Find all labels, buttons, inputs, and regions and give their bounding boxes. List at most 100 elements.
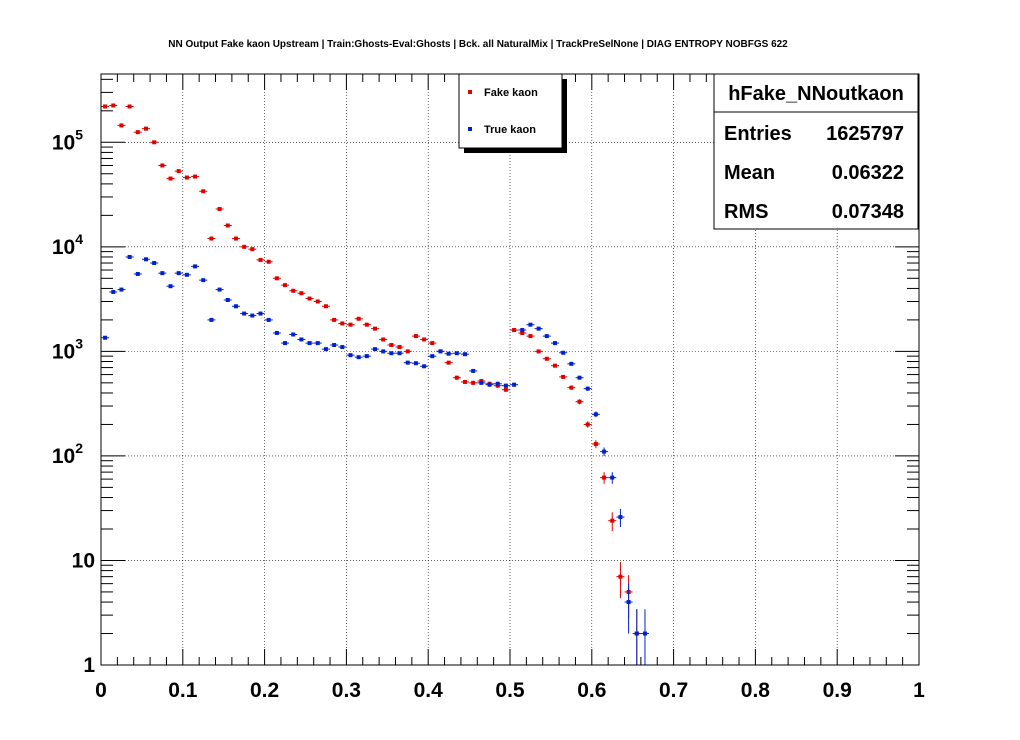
point-marker [561,350,566,355]
point-marker [364,354,369,359]
point-marker [283,341,288,346]
point-marker [103,335,108,340]
y-tick-label: 1 [83,654,95,677]
point-marker [291,288,296,293]
point-marker [471,380,476,385]
data-point [542,334,551,339]
point-marker [315,299,320,304]
data-point [264,317,273,322]
stats-rms-value: 0.07348 [832,201,904,223]
point-marker [193,264,198,269]
stats-entries-value: 1625797 [826,123,904,145]
data-point [305,341,314,346]
point-marker [209,236,214,241]
data-point [289,288,298,293]
point-marker [373,326,378,331]
point-marker [250,247,255,252]
y-tick-label: 105 [52,126,83,154]
y-tick-label: 102 [52,440,83,468]
data-point [411,361,420,366]
point-marker [430,341,435,346]
legend: Fake kaon True kaon [458,73,567,153]
data-point [640,609,649,665]
data-point [444,351,453,356]
data-point [403,360,412,365]
data-point [281,283,290,288]
point-marker [413,334,418,339]
point-marker [577,375,582,380]
data-point [256,257,265,262]
data-point [330,343,339,348]
data-point [362,354,371,359]
data-point [428,341,437,346]
point-marker [233,236,238,241]
point-marker [356,316,361,321]
point-marker [348,353,353,358]
data-point [109,103,118,108]
data-point [608,512,617,532]
data-point [199,189,208,194]
point-marker [266,259,271,264]
point-marker [569,385,574,390]
data-point [182,175,191,180]
data-point [591,440,600,449]
data-point [313,299,322,304]
point-marker [381,349,386,354]
point-marker [463,352,468,357]
point-marker [225,298,230,303]
data-point [101,335,110,340]
data-point [608,472,617,484]
point-marker [569,361,574,366]
data-point [379,337,388,342]
stats-mean-value: 0.06322 [832,162,904,184]
point-marker [642,631,647,636]
x-tick-label: 0.8 [741,679,771,702]
data-point [281,341,290,346]
point-marker [127,104,132,109]
point-marker [593,442,598,447]
data-point [485,382,494,387]
data-point [518,328,527,333]
point-marker [258,311,263,316]
y-tick-labels: 1 10 102 103 104 105 [52,126,95,677]
point-marker [119,287,124,292]
data-point [567,361,576,366]
stats-rms-label: RMS [724,201,768,223]
data-point [436,349,445,354]
point-marker [585,386,590,391]
data-point [395,351,404,356]
point-marker [193,174,198,179]
data-point [272,276,281,281]
data-point [141,257,150,262]
x-tick-label: 0.9 [823,679,852,702]
point-marker [422,337,427,342]
point-marker [274,330,279,335]
data-point [215,207,224,212]
data-point [510,328,519,333]
stats-entries-label: Entries [724,123,792,145]
x-tick-label: 0.4 [414,679,444,702]
data-point [461,352,470,357]
point-marker [274,276,279,281]
data-point [542,356,551,361]
data-point [207,236,216,241]
point-marker [430,354,435,359]
data-point [493,381,502,386]
data-point [133,130,142,135]
data-point [371,347,380,352]
legend-marker-true-kaon [468,127,472,131]
data-point [624,583,633,634]
legend-label-fake-kaon: Fake kaon [484,87,538,99]
data-point [354,355,363,360]
data-point [174,169,183,174]
point-marker [577,399,582,404]
point-marker [618,574,623,579]
data-point [526,334,535,339]
point-marker [536,326,541,331]
x-tick-label: 0.1 [168,679,198,702]
point-marker [634,631,639,636]
point-marker [127,254,132,259]
point-marker [160,271,165,276]
data-point [567,385,576,390]
data-point [174,271,183,276]
